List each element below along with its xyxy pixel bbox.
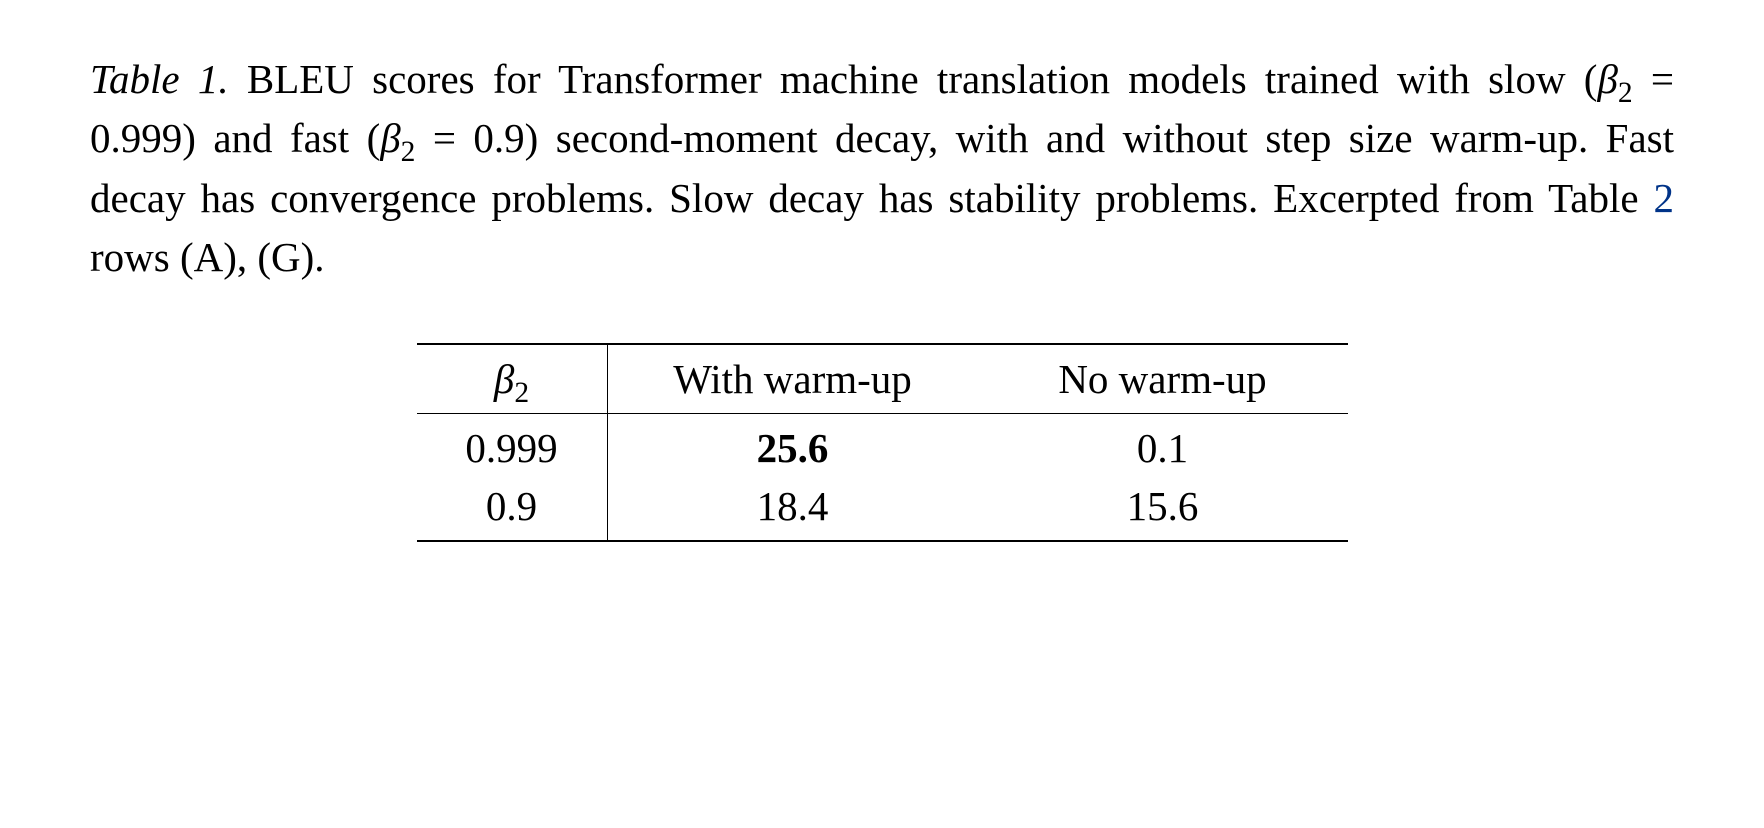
- table-row: 0.999 25.6 0.1: [417, 413, 1348, 477]
- caption-beta-sym-2: β: [380, 115, 400, 161]
- col-header-with-warmup: With warm-up: [607, 344, 978, 414]
- header-beta-sub: 2: [514, 377, 529, 409]
- caption-beta-sub-2: 2: [401, 137, 416, 169]
- col-header-beta: β2: [417, 344, 608, 414]
- table-caption: Table 1. BLEU scores for Transformer mac…: [90, 50, 1674, 288]
- caption-table-label: Table 1.: [90, 56, 229, 102]
- col-header-no-warmup: No warm-up: [978, 344, 1348, 414]
- cell-with-warmup: 25.6: [607, 413, 978, 477]
- cell-with-warmup: 18.4: [607, 477, 978, 541]
- caption-beta-sym-1: β: [1597, 56, 1617, 102]
- table-container: β2 With warm-up No warm-up 0.999 25.6 0.…: [90, 343, 1674, 542]
- table-row: 0.9 18.4 15.6: [417, 477, 1348, 541]
- cell-no-warmup: 15.6: [978, 477, 1348, 541]
- bleu-scores-table: β2 With warm-up No warm-up 0.999 25.6 0.…: [417, 343, 1348, 542]
- caption-tail: rows (A), (G).: [90, 234, 325, 280]
- caption-beta-sub-1: 2: [1618, 77, 1633, 109]
- table-header-row: β2 With warm-up No warm-up: [417, 344, 1348, 414]
- cell-beta: 0.999: [417, 413, 608, 477]
- header-beta-sym: β: [494, 356, 514, 402]
- caption-text-1: BLEU scores for Transformer machine tran…: [229, 56, 1598, 102]
- cell-no-warmup: 0.1: [978, 413, 1348, 477]
- cell-beta: 0.9: [417, 477, 608, 541]
- caption-table-ref[interactable]: 2: [1654, 175, 1675, 221]
